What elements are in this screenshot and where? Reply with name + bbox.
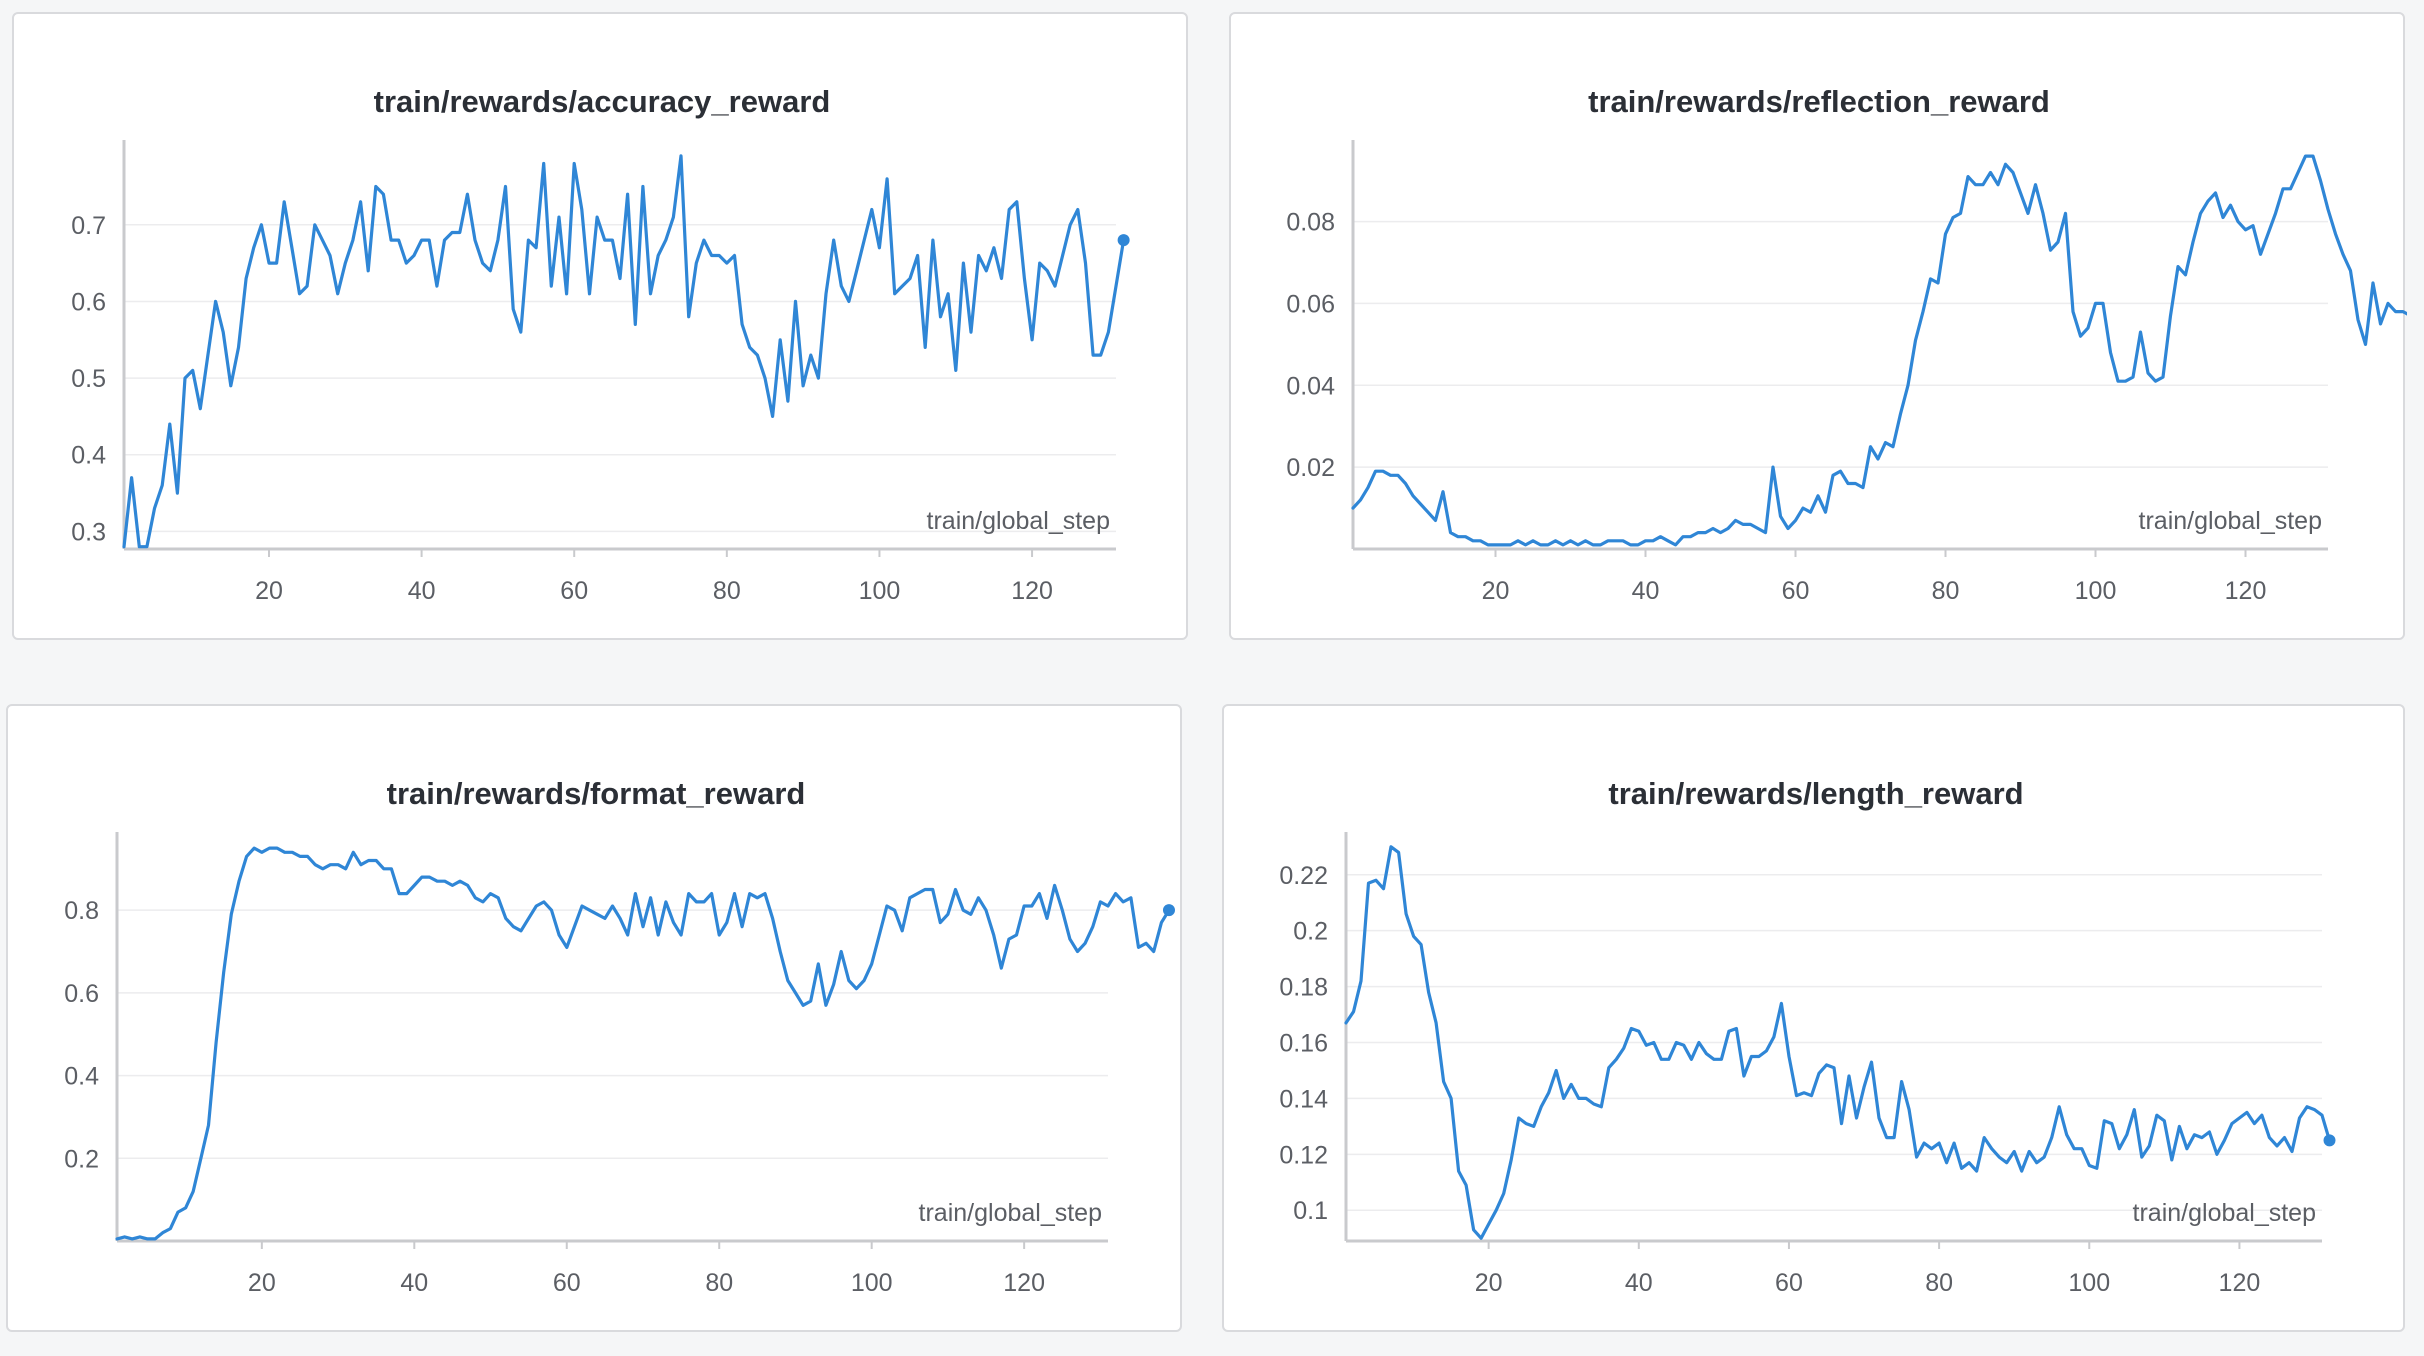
y-tick-label: 0.5 [71, 365, 106, 393]
y-tick-label: 0.3 [71, 518, 106, 546]
chart-panel-format-reward: train/rewards/format_reward 0.2 0.4 0.6 0.8… [6, 704, 1182, 1332]
series-line [124, 156, 1124, 547]
line-chart-length-reward: train/rewards/length_reward 0.1 0.12 0.14 0… [1224, 706, 2407, 1334]
y-tick-label: 0.18 [1279, 974, 1328, 1002]
x-tick-label: 100 [859, 577, 901, 605]
x-tick-label: 60 [560, 577, 588, 605]
line-chart-format-reward: train/rewards/format_reward 0.2 0.4 0.6 0.8… [8, 706, 1184, 1334]
x-axis-label: train/global_step [919, 1199, 1102, 1227]
y-tick-label: 0.14 [1279, 1085, 1328, 1113]
y-tick-label: 0.12 [1279, 1141, 1328, 1169]
y-tick-label: 0.4 [71, 442, 106, 470]
y-tick-label: 0.2 [64, 1145, 99, 1173]
x-tick-label: 60 [1775, 1269, 1803, 1297]
chart-panel-reflection-reward: train/rewards/reflection_reward 0.02 0.04… [1229, 12, 2405, 640]
y-tick-label: 0.6 [71, 288, 106, 316]
chart-title: train/rewards/reflection_reward [1588, 84, 2050, 119]
x-tick-label: 100 [851, 1269, 893, 1297]
x-tick-label: 60 [1782, 577, 1810, 605]
y-tick-label: 0.06 [1286, 290, 1335, 318]
line-chart-reflection-reward: train/rewards/reflection_reward 0.02 0.04… [1231, 14, 2407, 642]
x-tick-label: 60 [553, 1269, 581, 1297]
y-tick-label: 0.1 [1293, 1197, 1328, 1225]
x-tick-label: 40 [400, 1269, 428, 1297]
x-tick-label: 40 [1632, 577, 1660, 605]
x-tick-label: 20 [1475, 1269, 1503, 1297]
x-tick-label: 20 [248, 1269, 276, 1297]
y-tick-label: 0.8 [64, 897, 99, 925]
x-tick-label: 120 [2225, 577, 2267, 605]
x-tick-label: 80 [713, 577, 741, 605]
y-tick-label: 0.02 [1286, 454, 1335, 482]
y-tick-label: 0.7 [71, 212, 106, 240]
series-line [117, 848, 1169, 1239]
series-line [1353, 156, 2407, 545]
y-tick-label: 0.08 [1286, 209, 1335, 237]
x-tick-label: 20 [255, 577, 283, 605]
y-tick-label: 0.04 [1286, 372, 1335, 400]
chart-title: train/rewards/format_reward [387, 776, 806, 811]
chart-title: train/rewards/length_reward [1608, 776, 2023, 811]
x-axis-label: train/global_step [927, 507, 1110, 535]
x-axis-label: train/global_step [2139, 507, 2322, 535]
y-tick-label: 0.6 [64, 980, 99, 1008]
line-chart-accuracy-reward: train/rewards/accuracy_reward 0.3 0.4 0.5 0… [14, 14, 1190, 642]
y-tick-label: 0.4 [64, 1063, 99, 1091]
x-tick-label: 80 [705, 1269, 733, 1297]
x-tick-label: 80 [1932, 577, 1960, 605]
y-tick-label: 0.16 [1279, 1030, 1328, 1058]
x-tick-label: 40 [408, 577, 436, 605]
series-end-point [1118, 234, 1130, 246]
x-tick-label: 100 [2068, 1269, 2110, 1297]
series-end-point [1163, 904, 1175, 916]
x-axis-label: train/global_step [2133, 1199, 2316, 1227]
series-end-point [2324, 1134, 2336, 1146]
x-tick-label: 80 [1925, 1269, 1953, 1297]
x-tick-label: 100 [2075, 577, 2117, 605]
y-tick-label: 0.22 [1279, 862, 1328, 890]
chart-panel-length-reward: train/rewards/length_reward 0.1 0.12 0.14 0… [1222, 704, 2405, 1332]
chart-panel-accuracy-reward: train/rewards/accuracy_reward 0.3 0.4 0.5 0… [12, 12, 1188, 640]
y-tick-label: 0.2 [1293, 918, 1328, 946]
x-tick-label: 120 [1003, 1269, 1045, 1297]
chart-title: train/rewards/accuracy_reward [374, 84, 831, 119]
x-tick-label: 20 [1482, 577, 1510, 605]
x-tick-label: 40 [1625, 1269, 1653, 1297]
x-tick-label: 120 [1011, 577, 1053, 605]
x-tick-label: 120 [2219, 1269, 2261, 1297]
